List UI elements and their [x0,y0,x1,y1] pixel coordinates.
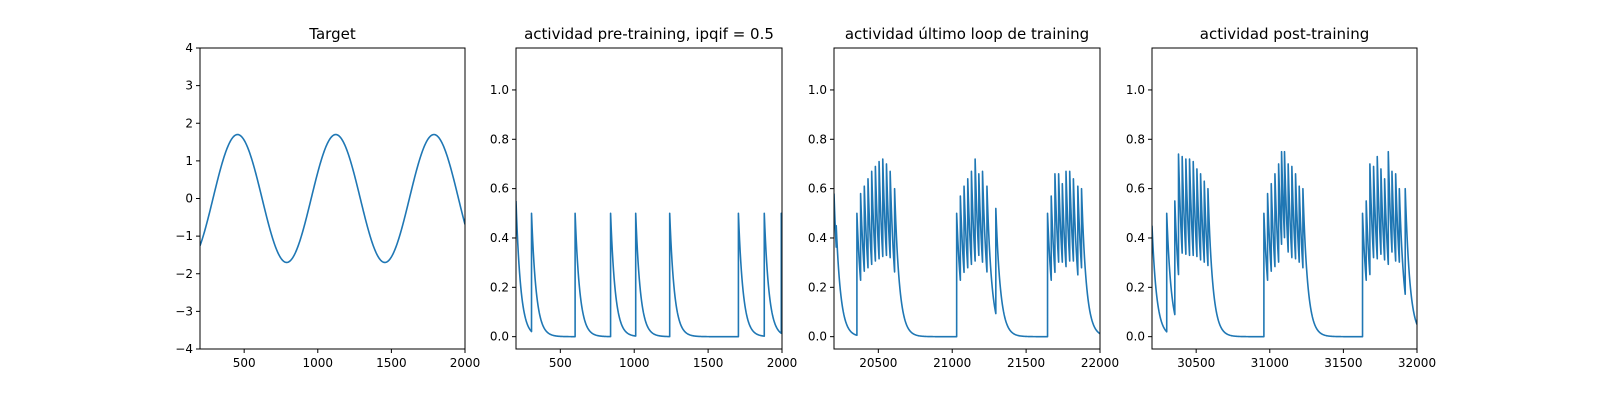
y-tick-label: 0.2 [1126,280,1145,294]
y-tick-label: 3 [185,79,193,93]
y-tick-label: 0.8 [1126,132,1145,146]
y-tick-label: 1.0 [1126,83,1145,97]
subplot-title: actividad post-training [1200,25,1369,43]
subplot-2: actividad pre-training, ipqif = 0.5 500 10… [490,25,797,370]
x-tick-label: 32000 [1398,356,1436,370]
y-tick-label: 4 [185,41,193,55]
y-tick-label: 0.8 [808,132,827,146]
x-tick-label: 2000 [450,356,481,370]
x-tick-label: 500 [549,356,572,370]
axes-frame [515,47,783,350]
series-line [200,133,465,264]
series-line [516,200,782,338]
x-tick-label: 21500 [1007,356,1045,370]
y-tick-label: 0.0 [808,330,827,344]
y-tick-label: −3 [175,304,193,318]
x-tick-label: 1000 [619,356,650,370]
subplot-grid: Target 500 1000 1500 2000 −4 −3 −2 −1 0 1 2 3 4 activi… [175,25,1436,370]
y-tick-label: 0.2 [808,280,827,294]
y-tick-label: 0.6 [1126,182,1145,196]
axes-frame [833,47,1101,350]
y-tick-label: −4 [175,342,193,356]
axes-frame [1151,47,1418,350]
y-tick-label: 0.2 [490,280,509,294]
y-tick-label: 0.4 [490,231,509,245]
subplot-1: Target 500 1000 1500 2000 −4 −3 −2 −1 0 1 2 3 4 [175,25,480,370]
subplot-4: actividad post-training 30500 31000 31500 32… [1126,25,1436,370]
y-tick-label: −1 [175,229,193,243]
subplot-3: actividad último loop de training 20500 21… [808,25,1119,370]
y-tick-label: 2 [185,116,193,130]
x-tick-label: 21000 [933,356,971,370]
x-tick-label: 500 [233,356,256,370]
x-tick-label: 2000 [767,356,798,370]
x-tick-label: 31500 [1324,356,1362,370]
x-tick-label: 1500 [376,356,407,370]
y-tick-label: 1 [185,154,193,168]
subplot-title: actividad último loop de training [845,25,1089,43]
x-tick-label: 20500 [859,356,897,370]
x-tick-label: 22000 [1081,356,1119,370]
y-tick-label: 1.0 [490,83,509,97]
y-tick-label: 0.6 [490,182,509,196]
y-tick-label: −2 [175,267,193,281]
y-tick-label: 0.4 [1126,231,1145,245]
x-tick-label: 31000 [1251,356,1289,370]
y-tick-label: 0.6 [808,182,827,196]
y-tick-label: 1.0 [808,83,827,97]
y-tick-label: 0.0 [1126,330,1145,344]
series-line [834,158,1100,338]
x-tick-label: 30500 [1177,356,1215,370]
subplot-title: actividad pre-training, ipqif = 0.5 [524,25,774,43]
x-tick-label: 1000 [303,356,334,370]
y-tick-label: 0 [185,192,193,206]
subplot-title: Target [308,25,356,43]
y-tick-label: 0.8 [490,132,509,146]
y-tick-label: 0.0 [490,330,509,344]
series-line [1152,150,1417,338]
y-tick-label: 0.4 [808,231,827,245]
x-tick-label: 1500 [693,356,724,370]
